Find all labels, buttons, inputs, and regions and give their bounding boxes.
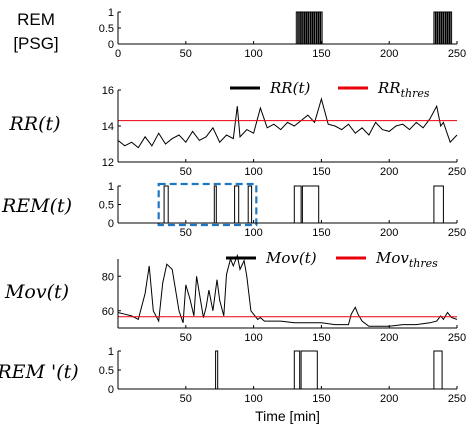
- y-axis-label: Mov(t): [4, 281, 69, 303]
- x-tick-label: 200: [380, 48, 398, 60]
- legend-entry: RR(t): [269, 79, 310, 97]
- x-tick-label: 250: [448, 227, 466, 239]
- y-axis-label: REM '(t): [0, 361, 79, 383]
- x-tick-label: 100: [244, 166, 262, 178]
- x-tick-label: 200: [380, 332, 398, 344]
- y-tick-label: 12: [102, 157, 114, 169]
- series-line-4-1: [117, 253, 458, 327]
- x-tick-label: 150: [312, 166, 330, 178]
- x-tick-label: 150: [312, 227, 330, 239]
- x-tick-label: 50: [180, 227, 192, 239]
- x-tick-label: 50: [180, 393, 192, 405]
- y-tick-label: 0: [108, 218, 114, 230]
- legend-entry: Mov(t): [265, 249, 317, 267]
- y-axis-label: REM: [17, 10, 55, 29]
- x-axis-label: Time [min]: [255, 408, 320, 424]
- x-tick-label: 200: [380, 166, 398, 178]
- x-tick-label: 250: [448, 332, 466, 344]
- x-tick-label: 200: [380, 227, 398, 239]
- y-axis-label: REM(t): [1, 195, 72, 217]
- x-tick-label: 50: [180, 166, 192, 178]
- x-tick-label: 0: [115, 48, 121, 60]
- legend-text: RR: [377, 79, 401, 97]
- series-line-3-1: [118, 185, 457, 224]
- y-tick-label: 0.5: [99, 365, 114, 377]
- y-tick-label: 1: [108, 7, 114, 19]
- legend-text: RR(t): [269, 79, 310, 97]
- y-tick-label: 0.5: [99, 200, 114, 212]
- series-line-5-1: [118, 350, 457, 390]
- series-line-2-1: [117, 97, 458, 149]
- y-tick-label: 0: [108, 39, 114, 51]
- series-line-1-1: [118, 11, 457, 45]
- x-tick-label: 200: [380, 393, 398, 405]
- y-tick-label: 0.5: [99, 23, 114, 35]
- legend-text: Mov: [375, 249, 409, 267]
- x-tick-label: 100: [244, 227, 262, 239]
- legend-subscript: thres: [409, 257, 438, 270]
- x-tick-label: 50: [180, 48, 192, 60]
- y-tick-label: 1: [108, 346, 114, 358]
- x-tick-label: 150: [312, 393, 330, 405]
- x-tick-label: 150: [312, 332, 330, 344]
- y-tick-label: 16: [102, 85, 114, 97]
- legend: Mov(t) Movthres: [226, 249, 438, 270]
- chart-panel-2: 50 100 150 200 250 12 14 16 RR(t) RR(t) RRthres: [8, 79, 466, 178]
- x-tick-label: 100: [244, 48, 262, 60]
- y-tick-label: 1: [108, 181, 114, 193]
- y-axis-label: RR(t): [8, 113, 60, 135]
- legend-entry: Movthres: [375, 249, 438, 270]
- legend-entry: RRthres: [377, 79, 430, 100]
- chart-panel-4: 50 100 150 200 250 60 80 Mov(t) Mov(t) Movthres: [4, 249, 466, 344]
- x-tick-label: 100: [244, 332, 262, 344]
- chart-panel-5: 50 100 150 200 250 0 0.5 1 REM '(t) Time [min]: [0, 346, 466, 424]
- chart-panel-1: 0 50 100 150 200 250 0 0.5 1 REM [PSG]: [13, 7, 466, 60]
- x-tick-label: 250: [448, 393, 466, 405]
- x-tick-label: 250: [448, 166, 466, 178]
- x-tick-label: 250: [448, 48, 466, 60]
- highlight-box: [157, 182, 258, 227]
- legend: RR(t) RRthres: [230, 79, 430, 100]
- y-tick-label: 14: [102, 121, 114, 133]
- chart-panel-3: 50 100 150 200 250 0 0.5 1 REM(t): [1, 181, 466, 239]
- legend-text: Mov(t): [265, 249, 317, 267]
- x-tick-label: 50: [180, 332, 192, 344]
- y-tick-label: 60: [102, 306, 114, 318]
- x-tick-label: 150: [312, 48, 330, 60]
- legend-subscript: thres: [401, 87, 430, 100]
- y-axis-label: [PSG]: [13, 34, 58, 53]
- y-tick-label: 80: [102, 271, 114, 283]
- y-tick-label: 0: [108, 384, 114, 396]
- x-tick-label: 100: [244, 393, 262, 405]
